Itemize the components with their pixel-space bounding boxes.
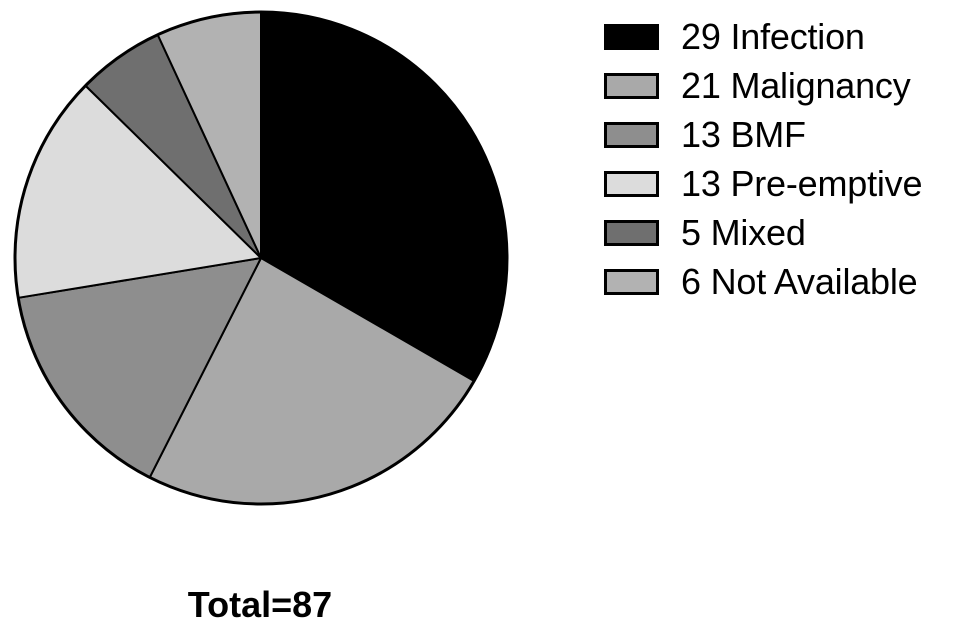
- legend-label: 21 Malignancy: [681, 64, 911, 106]
- legend-label: 13 BMF: [681, 113, 806, 155]
- legend-swatch: [604, 121, 659, 148]
- legend-item: 6 Not Available: [604, 257, 922, 306]
- legend-label: 29 Infection: [681, 15, 865, 57]
- legend-swatch: [604, 268, 659, 295]
- legend-label: 6 Not Available: [681, 260, 918, 302]
- legend-swatch: [604, 23, 659, 50]
- legend-item: 13 BMF: [604, 110, 922, 159]
- legend-item: 21 Malignancy: [604, 61, 922, 110]
- legend-label: 13 Pre-emptive: [681, 162, 923, 204]
- pie-outline: [13, 10, 509, 506]
- legend-swatch: [604, 72, 659, 99]
- legend-item: 29 Infection: [604, 12, 922, 61]
- total-label: Total=87: [187, 584, 333, 625]
- legend-item: 5 Mixed: [604, 208, 922, 257]
- legend-swatch: [604, 219, 659, 246]
- legend-label: 5 Mixed: [681, 211, 806, 253]
- legend-swatch: [604, 170, 659, 197]
- legend-item: 13 Pre-emptive: [604, 159, 923, 208]
- legend: 29 Infection 21 Malignancy 13 BMF 13 Pre-em…: [604, 12, 923, 306]
